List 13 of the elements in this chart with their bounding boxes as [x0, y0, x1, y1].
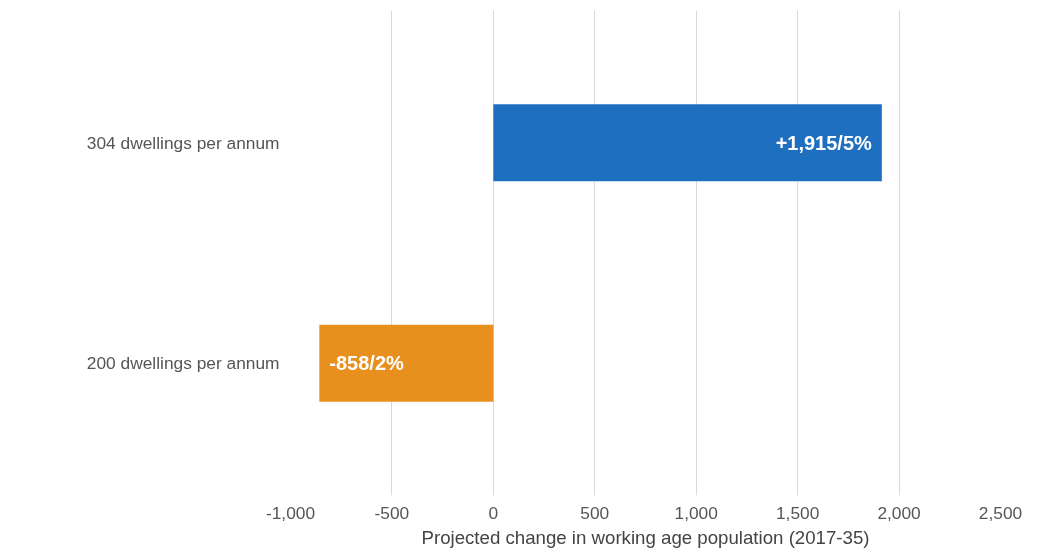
- y-tick-label: 304 dwellings per annum: [86, 132, 280, 153]
- x-tick-label: 0: [488, 502, 499, 523]
- x-tick-label: 2,000: [877, 502, 921, 523]
- data-label: -858/2%: [329, 352, 405, 375]
- y-tick-label: 200 dwellings per annum: [86, 353, 280, 374]
- x-tick-label: -1,000: [265, 502, 316, 523]
- data-label: +1,915/5%: [775, 131, 873, 154]
- x-axis-title: Projected change in working age population (2017-35): [421, 526, 870, 548]
- x-tick-label: -500: [374, 502, 410, 523]
- x-tick-label: 2,500: [978, 502, 1023, 523]
- x-tick-label: 1,000: [674, 502, 718, 523]
- x-tick-label: 1,500: [775, 502, 820, 523]
- x-tick-label: 500: [580, 502, 610, 523]
